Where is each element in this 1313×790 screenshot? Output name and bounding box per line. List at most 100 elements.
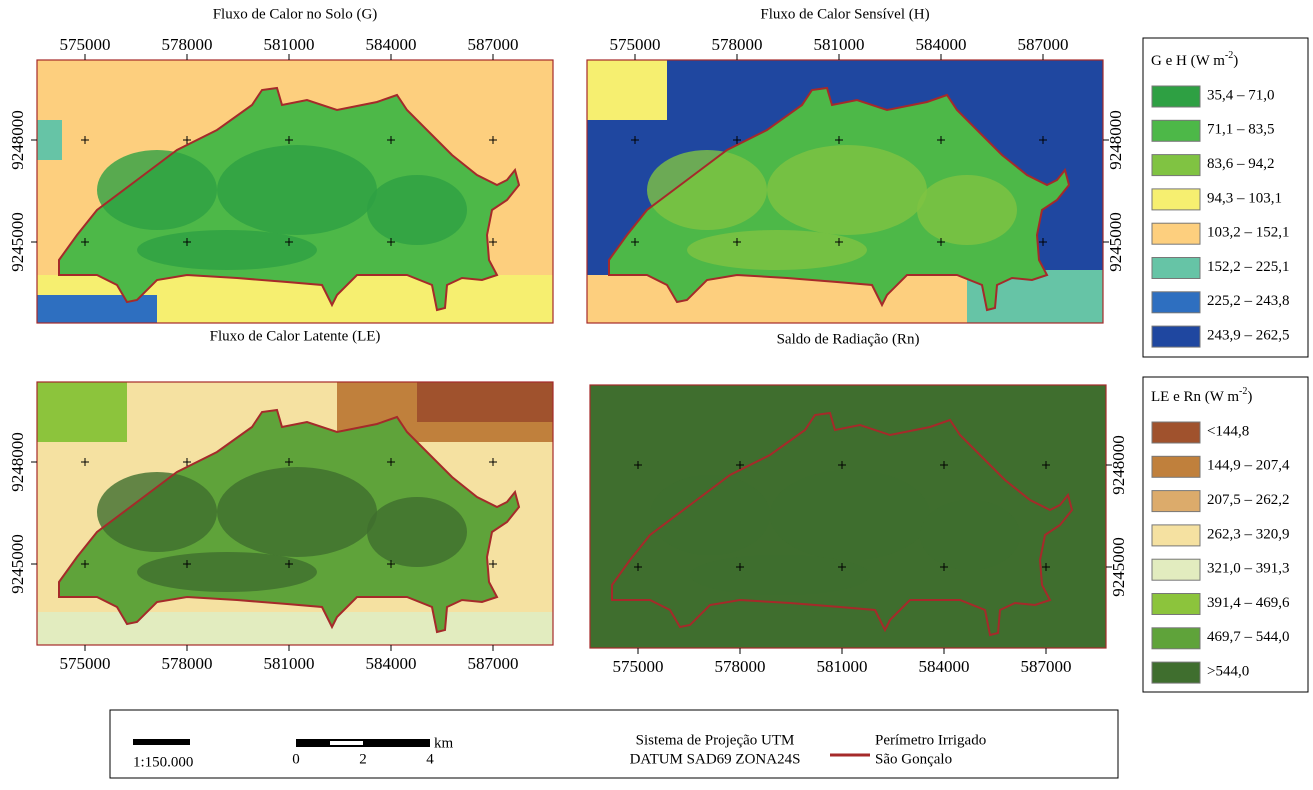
legend-label: 103,2 – 152,1 [1207,225,1290,241]
northing-label: 9245000 [8,212,27,272]
legend-label: 144,9 – 207,4 [1207,458,1290,474]
legend-title-text: LE e Rn (W m [1151,389,1239,405]
legend-label: 152,2 – 225,1 [1207,259,1290,275]
perimeter-label: Perímetro Irrigado [875,732,986,748]
legend-label: <144,8 [1207,423,1249,439]
legend-swatch [1152,292,1200,313]
legend-swatch [1152,120,1200,141]
easting-label: 578000 [712,35,763,54]
scale-line [133,739,190,745]
northing-label: 9245000 [1106,212,1125,272]
legend-swatch [1152,456,1200,477]
raster-interior-patch [137,552,317,592]
raster-interior-patch [767,145,927,235]
map-panel: Fluxo de Calor no Solo (G) 575000 578000 58… [8,6,553,323]
panel-title: Fluxo de Calor no Solo (G) [213,6,378,22]
map-panel: Fluxo de Calor Sensível (H) 575000 578000 5… [587,6,1125,323]
legend-title-end: ) [1233,53,1238,69]
raster-interior-patch [650,475,770,555]
legend-label: 391,4 – 469,6 [1207,595,1290,611]
easting-label: 587000 [468,654,519,673]
raster-interior-patch [217,145,377,235]
figure: Fluxo de Calor no Solo (G) 575000 578000 58… [0,0,1313,785]
map-panel: Saldo de Radiação (Rn)575000578000581000… [590,331,1128,675]
raster-patch [37,382,127,442]
raster-interior-patch [647,150,767,230]
easting-label: 575000 [60,654,111,673]
legend-label: 321,0 – 391,3 [1207,561,1290,577]
legend-label: 94,3 – 103,1 [1207,190,1282,206]
northing-label: 9245000 [1109,537,1128,597]
raster-interior-patch [97,472,217,552]
easting-label: 581000 [264,35,315,54]
map-panel: Fluxo de Calor Latente (LE) 575000 578000 5… [8,328,553,672]
raster-interior-patch [217,467,377,557]
legend-title-sup: -2 [1225,50,1233,61]
raster-interior-patch [920,500,1020,570]
scale-unit: km [434,735,454,751]
northing-label: 9245000 [8,534,27,594]
legend-swatch [1152,594,1200,615]
easting-label: 581000 [264,654,315,673]
raster-interior-patch [367,175,467,245]
legend-swatch [1152,223,1200,244]
legend-swatch [1152,525,1200,546]
legend-swatch [1152,155,1200,176]
projection-text: Sistema de Projeção UTM [636,732,795,748]
legend-label: 35,4 – 71,0 [1207,87,1275,103]
easting-label: 581000 [814,35,865,54]
easting-label: 587000 [468,35,519,54]
projection-text: DATUM SAD69 ZONA24S [630,751,801,767]
legend-label: 71,1 – 83,5 [1207,122,1275,138]
legend-swatch [1152,326,1200,347]
scale-tick: 2 [359,751,367,767]
raster-interior-patch [687,230,867,270]
easting-label: 584000 [916,35,967,54]
raster-interior-patch [690,555,870,595]
raster-interior-patch [97,150,217,230]
legend-title-text: G e H (W m [1151,53,1225,69]
legend-label: 207,5 – 262,2 [1207,492,1290,508]
scale-tick: 4 [426,751,434,767]
easting-label: 584000 [366,654,417,673]
easting-label: 578000 [715,657,766,676]
legend-swatch [1152,628,1200,649]
scale-bar-white [330,741,363,745]
northing-label: 9248000 [8,110,27,170]
raster-patch [587,60,667,120]
legend-swatch [1152,559,1200,580]
easting-label: 578000 [162,654,213,673]
perimeter-label: São Gonçalo [875,751,952,767]
legend-label: 243,9 – 262,5 [1207,328,1290,344]
legend-title-sup: -2 [1239,386,1247,397]
raster-interior-patch [367,497,467,567]
legend-label: 83,6 – 94,2 [1207,156,1275,172]
legend-swatch [1152,422,1200,443]
legend-label: 469,7 – 544,0 [1207,629,1290,645]
easting-label: 578000 [162,35,213,54]
panel-title: Fluxo de Calor Latente (LE) [210,328,381,344]
raster-patch [37,120,62,160]
panel-title: Fluxo de Calor Sensível (H) [760,6,929,22]
legend-label: 225,2 – 243,8 [1207,293,1290,309]
easting-label: 575000 [613,657,664,676]
raster-interior-patch [917,175,1017,245]
easting-label: 587000 [1021,657,1072,676]
legend-swatch [1152,662,1200,683]
raster-patch [37,612,553,645]
legend-swatch [1152,189,1200,210]
scale-tick: 0 [292,751,300,767]
raster-interior-patch [137,230,317,270]
scale-ratio: 1:150.000 [133,754,193,770]
legend-swatch [1152,491,1200,512]
northing-label: 9248000 [8,432,27,492]
legend-label: >544,0 [1207,664,1249,680]
easting-label: 587000 [1018,35,1069,54]
easting-label: 575000 [60,35,111,54]
easting-label: 575000 [610,35,661,54]
northing-label: 9248000 [1106,110,1125,170]
panel-title: Saldo de Radiação (Rn) [777,331,920,347]
legend-label: 262,3 – 320,9 [1207,526,1290,542]
legend-swatch [1152,258,1200,279]
